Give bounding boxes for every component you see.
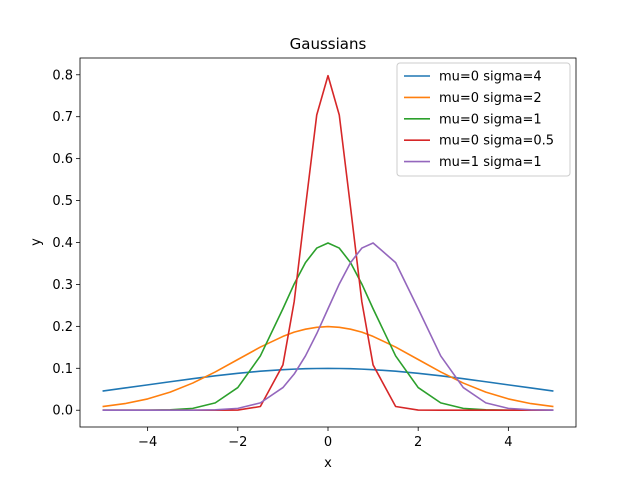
legend-label: mu=0 sigma=0.5: [439, 134, 554, 149]
y-tick-label: 0.7: [52, 110, 73, 125]
y-tick-label: 0.2: [52, 320, 73, 335]
series-line-2: [102, 325, 554, 408]
y-tick-label: 0.0: [52, 404, 73, 419]
series-line-3: [102, 242, 554, 412]
y-tick-label: 0.4: [52, 236, 73, 251]
plot-area: −4 −2 0 2 4 0.0 0.1 0.2 0.3 0.4 0.5 0.6 0.7 0.8 mu=0 s…: [52, 57, 577, 450]
y-tick-label: 0.1: [52, 362, 73, 377]
legend-label: mu=0 sigma=4: [439, 70, 542, 85]
x-tick-label: 0: [324, 435, 332, 450]
legend-box: [396, 62, 571, 177]
plot-frame: [79, 57, 577, 428]
series-line-5: [102, 242, 554, 412]
legend-label: mu=0 sigma=2: [439, 91, 542, 106]
chart-title: Gaussians: [290, 35, 367, 53]
y-tick-label: 0.3: [52, 278, 73, 293]
x-tick-label: −4: [138, 435, 157, 450]
series-line-1: [102, 367, 554, 392]
legend-label: mu=0 sigma=1: [439, 112, 542, 127]
x-tick-label: −2: [228, 435, 247, 450]
x-tick-label: 4: [504, 435, 512, 450]
y-tick-label: 0.8: [52, 68, 73, 83]
y-tick-label: 0.5: [52, 194, 73, 209]
x-axis-label: x: [324, 456, 332, 471]
y-axis-label: y: [29, 238, 44, 246]
legend-label: mu=1 sigma=1: [439, 155, 542, 170]
y-tick-label: 0.6: [52, 152, 73, 167]
x-tick-label: 2: [414, 435, 422, 450]
